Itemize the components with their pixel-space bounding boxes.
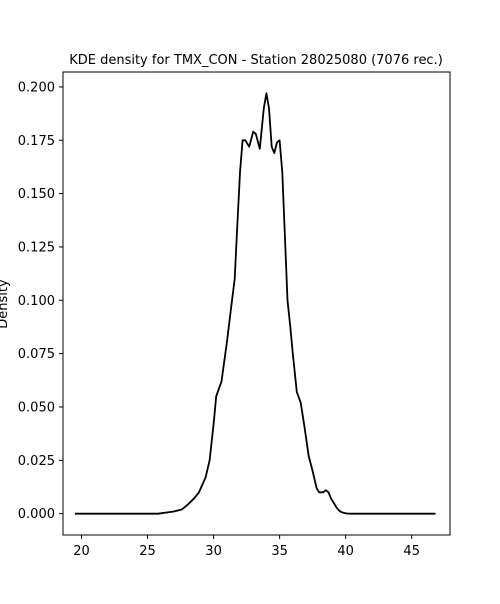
y-axis: 0.000 0.025 0.050 0.075 0.100 0.125 0.150 0.175… <box>18 80 63 522</box>
y-axis-label: Density <box>0 279 11 329</box>
chart-title: KDE density for TMX_CON - Station 280250… <box>69 53 443 68</box>
x-axis: 20 25 30 35 40 45 <box>73 535 420 559</box>
y-tick-label-3: 0.075 <box>18 347 55 362</box>
x-tick-label-0: 20 <box>73 544 90 559</box>
plot-frame <box>62 71 451 536</box>
x-tick-label-3: 35 <box>271 544 288 559</box>
y-tick-label-4: 0.100 <box>18 294 55 309</box>
x-tick-label-1: 25 <box>139 544 156 559</box>
y-tick-label-1: 0.025 <box>18 454 55 469</box>
x-tick-label-2: 30 <box>205 544 222 559</box>
y-tick-label-8: 0.200 <box>18 80 55 95</box>
plot-area <box>62 71 451 536</box>
y-tick-label-2: 0.050 <box>18 400 55 415</box>
y-tick-label-0: 0.000 <box>18 507 55 522</box>
x-tick-label-5: 45 <box>403 544 420 559</box>
density-line <box>74 92 436 515</box>
y-tick-label-5: 0.125 <box>18 240 55 255</box>
y-tick-label-7: 0.175 <box>18 134 55 149</box>
x-tick-label-4: 40 <box>337 544 354 559</box>
y-tick-label-6: 0.150 <box>18 187 55 202</box>
